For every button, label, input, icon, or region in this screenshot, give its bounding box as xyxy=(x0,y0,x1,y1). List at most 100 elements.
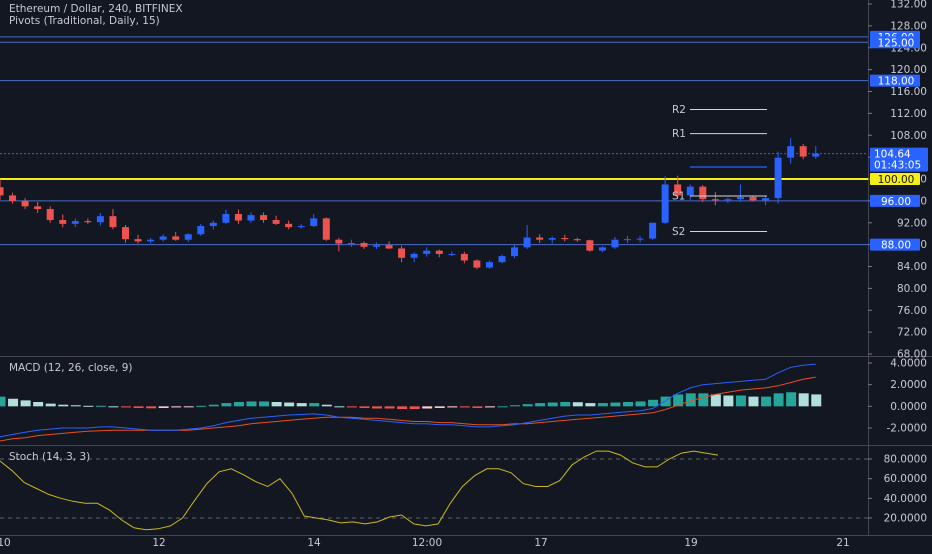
macd-histogram-bar xyxy=(597,403,608,407)
candle-body xyxy=(385,245,393,249)
price-tick-label: 72.00 xyxy=(897,327,927,339)
macd-histogram-bar xyxy=(535,403,546,407)
macd-histogram-bar xyxy=(698,393,709,407)
price-tick-label: 76.00 xyxy=(897,305,927,317)
price-tick-label: 68.00 xyxy=(897,349,927,361)
price-tick-label: 116.00 xyxy=(890,86,927,98)
price-tick-label: 112.00 xyxy=(890,108,927,120)
macd-histogram-bar xyxy=(648,399,659,407)
stoch-tick-label: 40.0000 xyxy=(884,493,927,505)
candle-body xyxy=(711,199,719,201)
macd-line xyxy=(0,363,816,438)
macd-histogram-bar xyxy=(422,406,433,409)
macd-tick-label: 2.0000 xyxy=(890,379,927,391)
macd-histogram-bar xyxy=(660,396,671,407)
candle-body xyxy=(197,226,205,235)
candle-body xyxy=(762,198,770,201)
macd-histogram-bar xyxy=(384,406,395,409)
time-axis-label: 17 xyxy=(534,537,547,549)
macd-histogram-bar xyxy=(572,402,583,407)
candle-body xyxy=(96,216,104,223)
last-price-badge xyxy=(870,147,928,172)
candle-body xyxy=(674,184,682,196)
candle-body xyxy=(21,200,29,207)
candle-body xyxy=(59,220,67,224)
candle-body xyxy=(699,186,707,200)
candle-body xyxy=(410,253,418,258)
level-badge-label: 88.00 xyxy=(881,240,911,252)
candle-body xyxy=(34,206,42,210)
macd-tick-label: 4.0000 xyxy=(890,358,927,370)
macd-histogram-bar xyxy=(158,406,169,408)
candle-body xyxy=(799,146,807,157)
macd-histogram-bar xyxy=(196,405,207,407)
last-price-label: 104.64 xyxy=(874,149,911,161)
level-badge xyxy=(870,238,920,251)
macd-indicator-label: MACD (12, 26, close, 9) xyxy=(9,362,133,374)
macd-histogram-bar xyxy=(183,406,194,408)
macd-histogram-bar xyxy=(121,406,131,408)
candle-body xyxy=(473,260,481,268)
stoch-k-line xyxy=(0,450,719,531)
macd-histogram-bar xyxy=(735,395,746,407)
macd-histogram-bar xyxy=(497,406,508,408)
candle-body xyxy=(84,221,92,223)
candle-body xyxy=(147,239,155,242)
macd-histogram-bar xyxy=(58,404,69,407)
macd-histogram-bar xyxy=(33,402,44,407)
macd-histogram-bar xyxy=(296,403,307,407)
macd-histogram-bar xyxy=(710,394,721,407)
macd-histogram-bar xyxy=(334,406,345,408)
price-tick-label: 108.00 xyxy=(890,130,927,142)
macd-histogram-bar xyxy=(146,406,157,409)
candle-body xyxy=(561,238,569,240)
macd-histogram-bar xyxy=(45,403,56,407)
candle-body xyxy=(134,239,142,242)
macd-histogram-bar xyxy=(723,395,734,407)
macd-tick-label: 0.0000 xyxy=(890,401,927,413)
candle-body xyxy=(498,256,506,263)
candle-body xyxy=(485,262,493,268)
macd-histogram-bar xyxy=(472,406,483,408)
candle-body xyxy=(184,234,192,240)
candle-body xyxy=(686,186,694,196)
macd-histogram-bar xyxy=(635,401,646,407)
macd-histogram-bar xyxy=(95,405,106,407)
level-badge xyxy=(870,74,920,87)
level-badge-label: 125.00 xyxy=(878,37,915,49)
candle-body xyxy=(285,223,293,228)
pivot-label: R1 xyxy=(672,128,686,140)
price-tick-label: 132.00 xyxy=(890,0,927,11)
macd-histogram-bar xyxy=(233,402,244,407)
candle-body xyxy=(511,247,519,257)
candle-body xyxy=(448,253,456,255)
candle-body xyxy=(335,239,343,244)
macd-histogram-bar xyxy=(685,393,696,407)
pivot-label: S2 xyxy=(672,226,685,238)
macd-histogram-bar xyxy=(560,402,571,407)
candle-body xyxy=(122,227,129,240)
time-axis-label: 19 xyxy=(684,537,697,549)
candle-body xyxy=(636,238,644,240)
symbol-title: Ethereum / Dollar, 240, BITFINEX xyxy=(9,3,183,15)
candle-body xyxy=(172,236,180,240)
candle-body xyxy=(548,238,556,240)
candle-body xyxy=(398,248,406,258)
macd-histogram-bar xyxy=(208,404,219,407)
candle-body xyxy=(9,195,17,201)
macd-histogram-bar xyxy=(0,396,6,407)
level-badge-label: 96.00 xyxy=(881,196,911,208)
candle-body xyxy=(423,250,431,254)
macd-histogram-bar xyxy=(798,393,809,407)
macd-tick-label: -2.0000 xyxy=(886,423,927,435)
stoch-tick-label: 80.0000 xyxy=(884,454,927,466)
time-axis-label: 12 xyxy=(152,537,165,549)
time-axis-label: 21 xyxy=(836,537,849,549)
stoch-tick-label: 20.0000 xyxy=(884,513,927,525)
candle-body xyxy=(322,218,330,240)
candle-body xyxy=(598,247,606,251)
price-tick-label: 80.00 xyxy=(897,283,927,295)
stoch-tick-label: 60.0000 xyxy=(884,473,927,485)
candle-body xyxy=(260,215,268,221)
